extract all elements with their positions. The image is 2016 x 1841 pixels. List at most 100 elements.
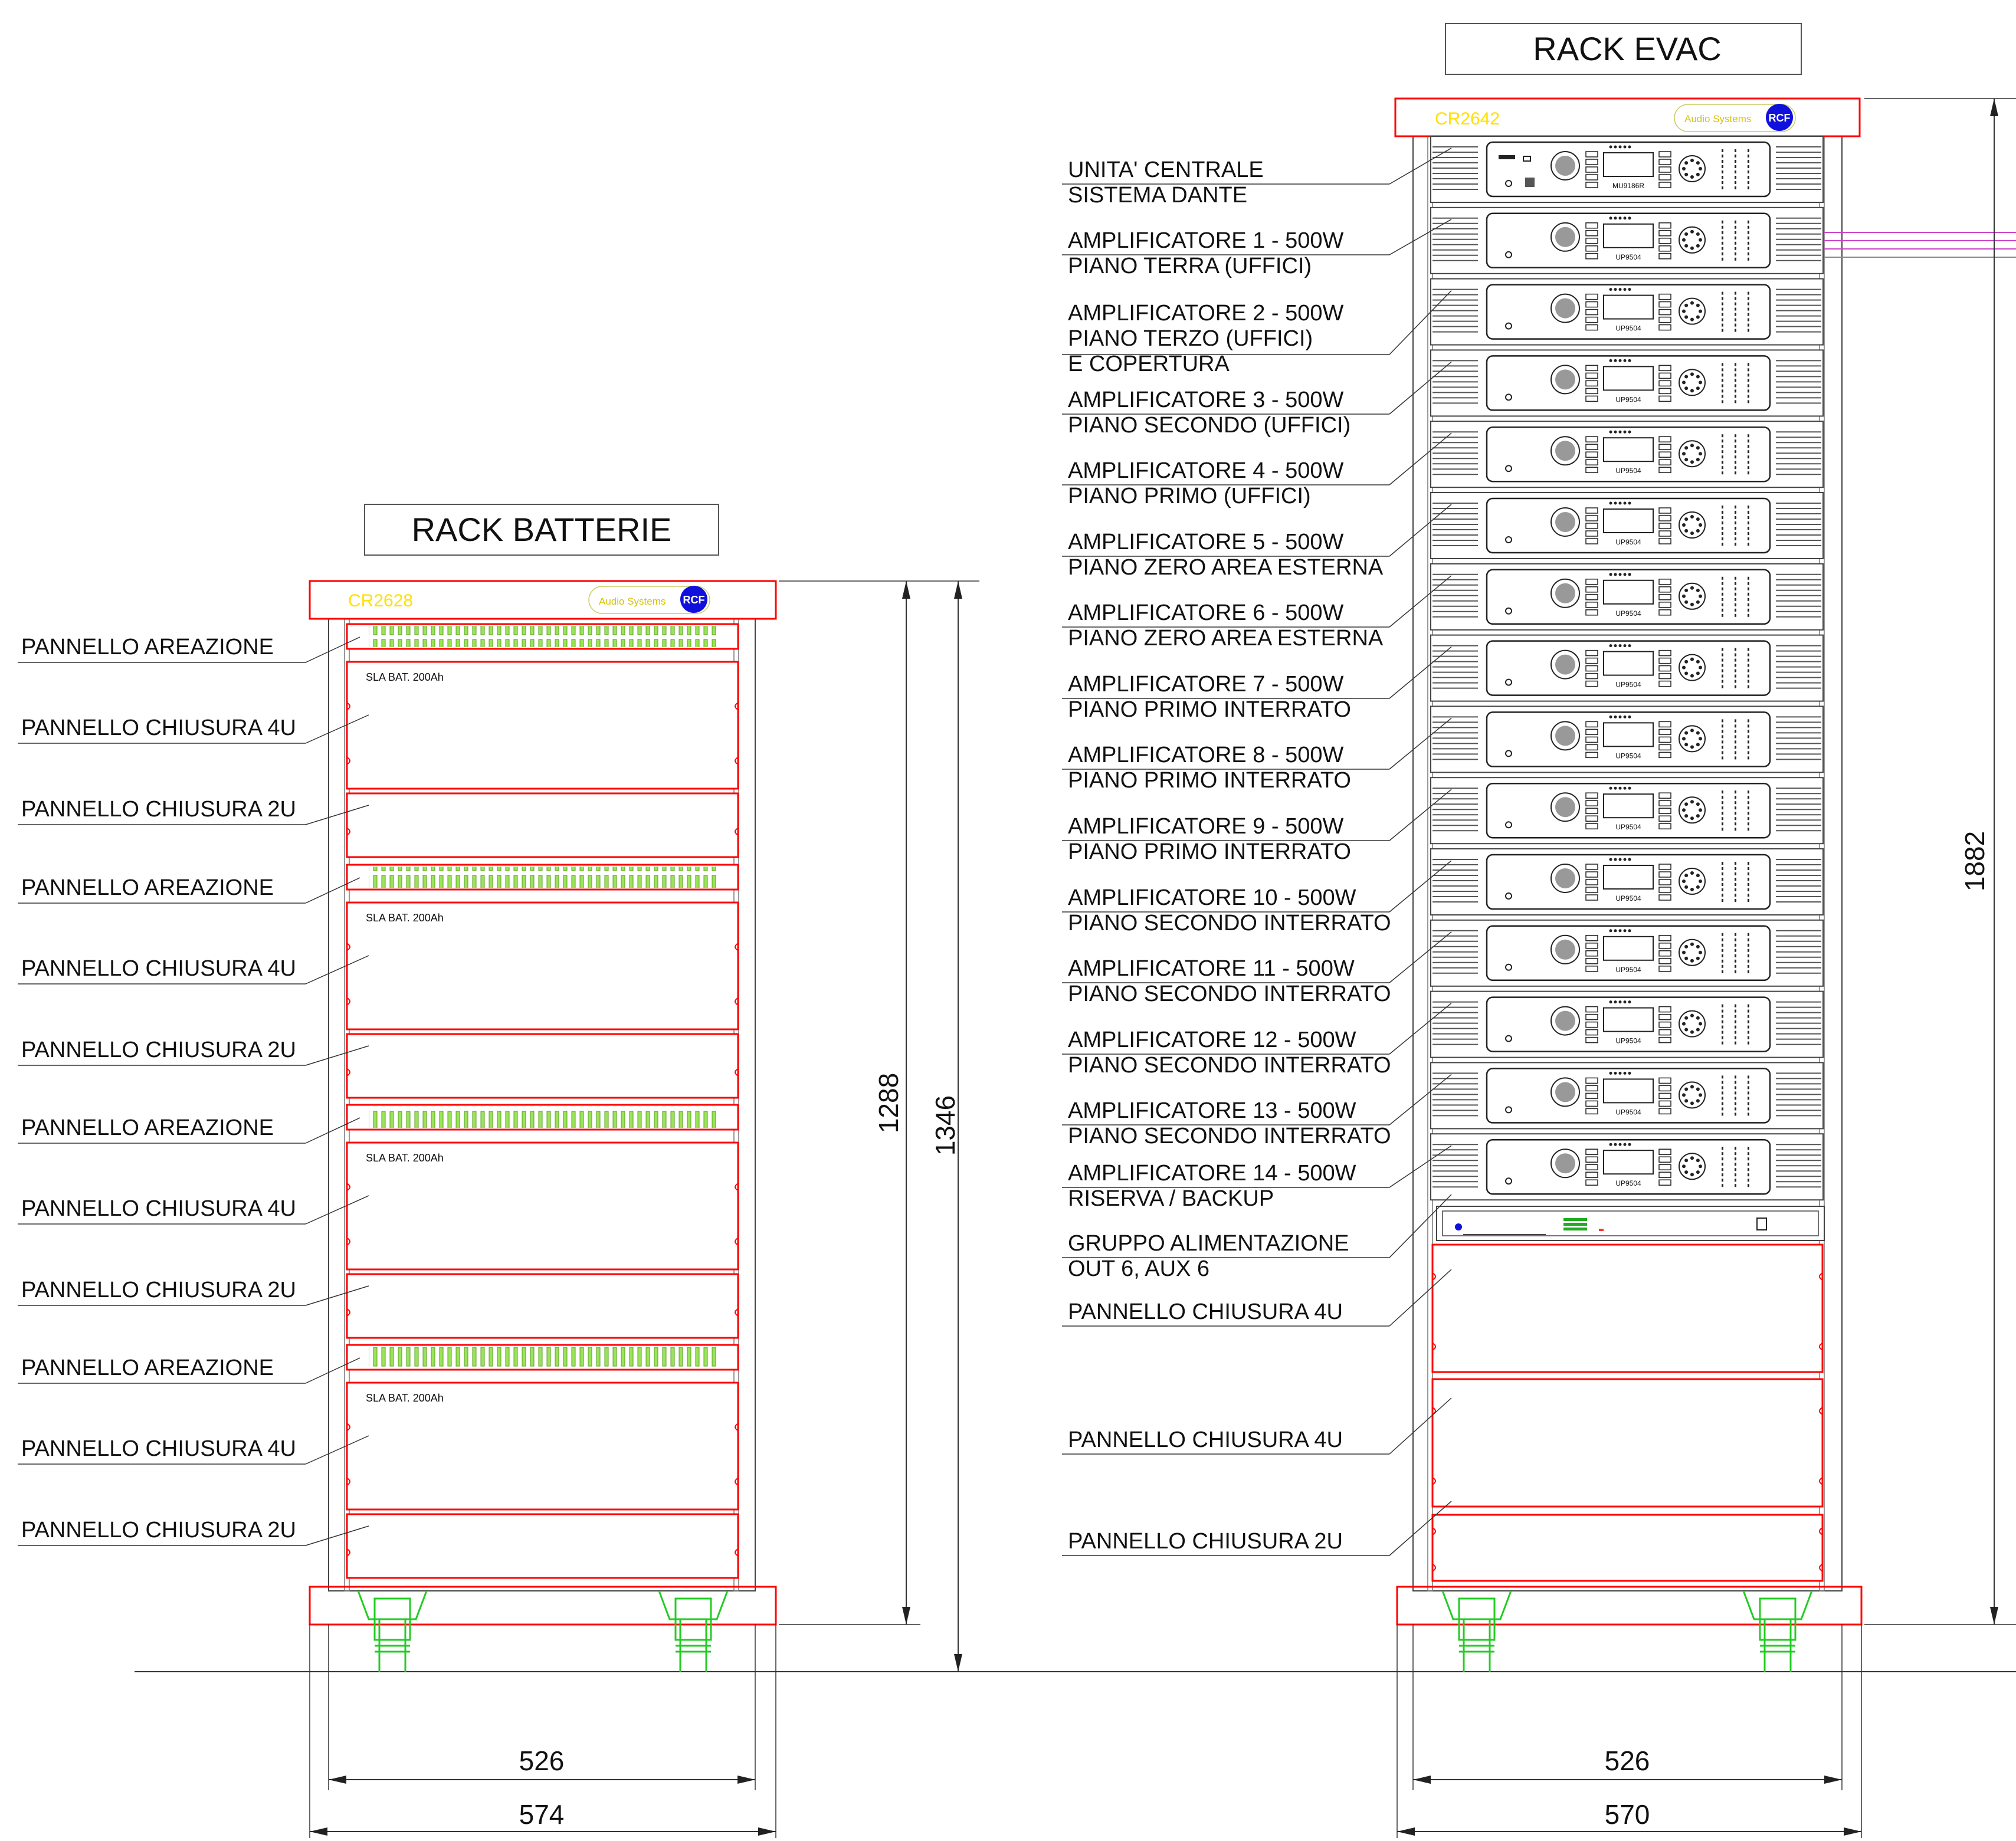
callout-label: AMPLIFICATORE 8 - 500W [1068,743,1344,767]
battery-label: SLA BAT. 200Ah [366,1152,444,1164]
brand-badge-evac [1674,104,1796,132]
brand-text-batterie: Audio Systems [599,596,666,607]
callout-label: PANNELLO CHIUSURA 4U [1068,1299,1343,1324]
rack-batterie: CR2628 Audio Systems RCF SLA BAT. 200Ah S… [309,580,777,1672]
rack-batterie-base [309,1586,777,1626]
blank-panel-4u [1431,1243,1824,1373]
rcf-logo-evac [1766,104,1793,131]
unit-model-label: UP9504 [1615,894,1641,903]
vent-panel [346,1344,739,1371]
callout-label: PIANO SECONDO INTERRATO [1068,982,1391,1006]
callout-label: AMPLIFICATORE 1 - 500W [1068,228,1344,253]
callout-label: PIANO SECONDO INTERRATO [1068,911,1391,936]
callout-label: PANNELLO AREAZIONE [21,1115,274,1140]
callout-label: AMPLIFICATORE 12 - 500W [1068,1028,1356,1052]
callout-label: GRUPPO ALIMENTAZIONE [1068,1231,1349,1256]
batterie-callouts: PANNELLO AREAZIONE PANNELLO CHIUSURA 4U PA… [18,635,369,1546]
callout-label: PANNELLO CHIUSURA 4U [1068,1427,1343,1452]
blank-panel-2u [346,1273,739,1339]
callout-label: PIANO PRIMO INTERRATO [1068,697,1351,722]
callout-label: PANNELLO CHIUSURA 4U [21,1196,296,1221]
blank-panel-2u [346,1513,739,1579]
callout-label: PIANO SECONDO (UFFICI) [1068,413,1350,438]
callout: PANNELLO CHIUSURA 2U [18,797,369,825]
unit-model-label: UP9504 [1615,1108,1641,1116]
dim-width-inner-evac: 526 [1605,1745,1650,1776]
battery-panel-4u: SLA BAT. 200Ah [346,1141,739,1271]
blank-panel-4u [1431,1378,1824,1508]
central-unit: MU9186R [1430,136,1824,203]
unit-model-label: MU9186R [1612,182,1644,190]
callout-label: PIANO ZERO AREA ESTERNA [1068,626,1384,651]
callout-label: PIANO TERZO (UFFICI) [1068,326,1313,351]
amplifier-unit: UP9504 [1430,919,1824,987]
callout: PANNELLO CHIUSURA 4U [18,1195,369,1225]
callout: PANNELLO CHIUSURA 4U [18,714,369,744]
rcf-logo-text-evac: RCF [1769,112,1791,124]
callout-label: PANNELLO CHIUSURA 4U [21,716,296,740]
rack-evac-base [1396,1586,1863,1626]
callout-label: OUT 6, AUX 6 [1068,1256,1209,1281]
callout: PANNELLO AREAZIONE [18,635,360,663]
amplifier-unit: UP9504 [1430,1133,1824,1201]
power-supply-unit [1436,1206,1825,1241]
amplifier-unit: UP9504 [1430,777,1824,845]
callout-label: PANNELLO CHIUSURA 4U [21,1436,296,1461]
callout-label: AMPLIFICATORE 9 - 500W [1068,814,1344,839]
unit-model-label: UP9504 [1615,253,1641,261]
unit-model-label: UP9504 [1615,538,1641,546]
callout-label: PANNELLO CHIUSURA 2U [21,1038,296,1062]
unit-model-label: UP9504 [1615,1037,1641,1045]
caster-wheel [1742,1590,1813,1672]
callout: PANNELLO AREAZIONE [18,875,360,904]
callout-label: AMPLIFICATORE 2 - 500W [1068,301,1344,326]
callout-label: PANNELLO CHIUSURA 2U [21,1278,296,1302]
title-batterie: RACK BATTERIE [412,511,672,548]
callout-label: PANNELLO AREAZIONE [21,875,274,900]
callout-label: PIANO PRIMO (UFFICI) [1068,484,1311,508]
blank-panel-2u [346,792,739,858]
callout: PANNELLO CHIUSURA 2U [18,1518,369,1546]
callout: PANNELLO CHIUSURA 4U [18,1435,369,1465]
battery-label: SLA BAT. 200Ah [366,912,444,924]
dim-height-evac: 1882 [1959,831,1990,891]
battery-label: SLA BAT. 200Ah [366,671,444,683]
unit-model-label: UP9504 [1615,395,1641,403]
rcf-logo-batterie [680,586,707,613]
blank-panel-2u [346,1033,739,1099]
callout-label: PANNELLO CHIUSURA 2U [21,797,296,822]
unit-model-label: UP9504 [1615,752,1641,760]
battery-panel-4u: SLA BAT. 200Ah [346,901,739,1031]
amplifier-unit: UP9504 [1430,421,1824,488]
caster-wheel [658,1590,729,1672]
callout-label: PIANO SECONDO INTERRATO [1068,1053,1391,1078]
unit-model-label: UP9504 [1615,1179,1641,1187]
callout-label: UNITA' CENTRALE [1068,157,1264,182]
callout: PANNELLO CHIUSURA 4U [18,955,369,985]
unit-model-label: UP9504 [1615,681,1641,689]
callout-label: RISERVA / BACKUP [1068,1186,1274,1211]
callout-label: PANNELLO AREAZIONE [21,1356,274,1380]
callout-label: PANNELLO AREAZIONE [21,635,274,659]
rcf-logo-text-batterie: RCF [683,594,705,606]
title-box-evac: RACK EVAC [1445,23,1802,75]
callout: PANNELLO CHIUSURA 2U [1062,1501,1452,1556]
rack-evac: CR2642 Audio Systems RCF MU9186R UP9504 UP… [1394,97,2016,1672]
unit-model-label: UP9504 [1615,966,1641,974]
battery-panel-4u: SLA BAT. 200Ah [346,1381,739,1511]
callout-label: SISTEMA DANTE [1068,183,1247,208]
vent-panel [346,864,739,891]
dimensions-batterie: 1288 1346 526 574 [309,580,979,1838]
title-evac: RACK EVAC [1533,30,1721,67]
callout-label: AMPLIFICATORE 6 - 500W [1068,600,1344,625]
